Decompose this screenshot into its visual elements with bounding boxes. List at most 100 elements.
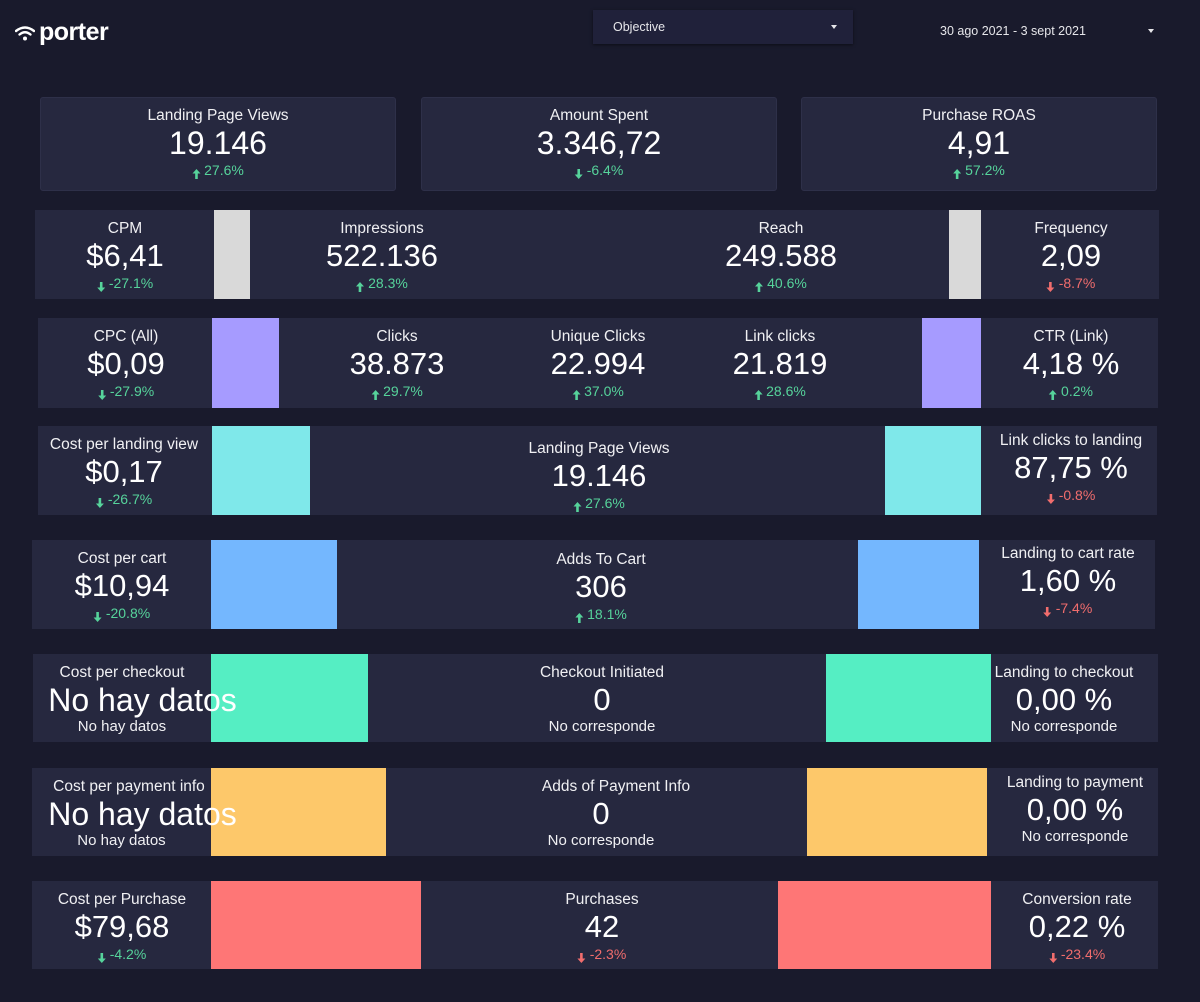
metric-label: Cost per Purchase: [57, 891, 187, 908]
metric-delta: No corresponde: [547, 832, 655, 849]
arrow-down-icon: [1046, 278, 1055, 292]
metric-value: 306: [575, 569, 627, 604]
metric-value: 2,09: [1040, 238, 1102, 273]
metric-value: 19.146: [169, 125, 267, 161]
metric-label: Cost per checkout: [59, 664, 185, 681]
metric-delta: No hay datos: [77, 718, 167, 735]
metric-cpm: CPM $6,41 -27.1%: [86, 219, 164, 292]
arrow-up-icon: [953, 165, 962, 179]
metric-label: Checkout Initiated: [539, 664, 665, 681]
logo-text: porter: [39, 18, 109, 46]
metric-label: Landing to checkout: [994, 664, 1134, 681]
date-range-label: 30 ago 2021 - 3 sept 2021: [940, 24, 1086, 38]
metric-label: Clicks: [376, 328, 418, 345]
arrow-down-icon: [97, 386, 106, 400]
metric-landing-page-views: Landing Page Views 19.146 27.6%: [147, 106, 289, 179]
metric-label: Purchase ROAS: [922, 107, 1036, 124]
metric-delta: -27.9%: [87, 382, 165, 400]
funnel-bar-right: [807, 768, 987, 856]
metric-delta: 29.7%: [350, 382, 445, 400]
metric-label: Unique Clicks: [550, 328, 646, 345]
metric-value: 42: [584, 909, 620, 944]
metric-landing-to-cart-rate: Landing to cart rate 1,60 % -7.4%: [1001, 544, 1135, 617]
metric-value: 21.819: [732, 346, 828, 381]
funnel-bar-right: [949, 210, 981, 299]
metric-landing-to-payment: Landing to payment 0,00 % No corresponde: [1007, 773, 1143, 846]
metric-label: Adds of Payment Info: [541, 778, 691, 795]
metric-delta: -4.2%: [58, 945, 186, 963]
funnel-row-impressions: [35, 210, 1159, 299]
metric-delta: 37.0%: [551, 382, 646, 400]
scorecard-amount-spent: [421, 97, 777, 191]
metric-label: Amount Spent: [549, 107, 649, 124]
metric-label: CPM: [107, 220, 143, 237]
metric-value: 0: [592, 796, 610, 831]
scorecard-landing-page-views: [40, 97, 396, 191]
metric-delta: No corresponde: [548, 718, 656, 735]
metric-label: CTR (Link): [1033, 328, 1109, 345]
metric-cost-per-payment-info: Cost per payment info No hay datos No ha…: [21, 777, 237, 850]
chevron-down-icon: [1148, 29, 1154, 33]
metric-delta: 28.3%: [326, 274, 438, 292]
arrow-up-icon: [356, 278, 365, 292]
metric-label: Impressions: [340, 220, 424, 237]
funnel-bar-left: [211, 654, 368, 742]
metric-value: 249.588: [724, 238, 838, 273]
objective-dropdown[interactable]: Objective: [593, 10, 853, 44]
metric-impressions: Impressions 522.136 28.3%: [326, 219, 438, 292]
funnel-bar-right: [885, 426, 981, 515]
metric-cost-per-cart: Cost per cart $10,94 -20.8%: [74, 549, 170, 622]
arrow-down-icon: [574, 165, 583, 179]
metric-cost-per-landing-view: Cost per landing view $0,17 -26.7%: [50, 435, 198, 508]
scorecard-purchase-roas: [801, 97, 1157, 191]
metric-label: Landing to cart rate: [1001, 545, 1135, 562]
arrow-up-icon: [754, 386, 763, 400]
metric-landing-to-checkout: Landing to checkout 0,00 % No correspond…: [995, 663, 1134, 736]
metric-delta: -2.3%: [565, 945, 638, 963]
metric-value: 4,91: [947, 125, 1011, 161]
metric-value: 0,22 %: [1028, 909, 1126, 944]
metric-delta: -6.4%: [537, 161, 662, 179]
metric-label: Conversion rate: [1022, 891, 1132, 908]
porter-logo[interactable]: porter: [15, 18, 109, 47]
metric-label: Link clicks to landing: [999, 432, 1143, 449]
metric-value: $0,09: [87, 346, 165, 381]
metric-delta: -23.4%: [1022, 945, 1131, 963]
metric-adds-to-cart: Adds To Cart 306 18.1%: [556, 550, 646, 623]
metric-delta: 40.6%: [725, 274, 837, 292]
metric-delta: -26.7%: [50, 490, 198, 508]
metric-delta: 0.2%: [1023, 382, 1120, 400]
metric-cost-per-checkout: Cost per checkout No hay datos No hay da…: [7, 663, 237, 736]
date-range-dropdown[interactable]: 30 ago 2021 - 3 sept 2021: [920, 14, 1170, 48]
metric-checkout-initiated: Checkout Initiated 0 No corresponde: [540, 663, 664, 736]
metric-delta: No hay datos: [77, 832, 166, 849]
metric-label: Landing Page Views: [147, 107, 289, 124]
metric-value: No hay datos: [48, 796, 237, 832]
metric-label: CPC (All): [93, 328, 159, 345]
metric-delta: 18.1%: [556, 605, 645, 623]
metric-unique-clicks: Unique Clicks 22.994 37.0%: [550, 327, 646, 400]
arrow-down-icon: [577, 949, 586, 963]
metric-cpc: CPC (All) $0,09 -27.9%: [87, 327, 165, 400]
metric-label: Adds To Cart: [556, 551, 646, 568]
metric-delta: -8.7%: [1034, 274, 1107, 292]
metric-delta: -0.8%: [1000, 486, 1142, 504]
arrow-up-icon: [573, 498, 582, 512]
funnel-bar-right: [922, 318, 981, 408]
metric-delta: -20.8%: [75, 604, 170, 622]
metric-label: Cost per payment info: [53, 778, 205, 795]
metric-purchase-roas: Purchase ROAS 4,91 57.2%: [922, 106, 1036, 179]
metric-label: Landing to payment: [1006, 774, 1144, 791]
arrow-up-icon: [371, 386, 380, 400]
funnel-bar-right: [778, 881, 991, 969]
metric-cost-per-purchase: Cost per Purchase $79,68 -4.2%: [58, 890, 186, 963]
arrow-up-icon: [575, 609, 584, 623]
metric-adds-of-payment-info: Adds of Payment Info 0 No corresponde: [542, 777, 690, 850]
metric-label: Cost per landing view: [49, 436, 199, 453]
metric-link-clicks-to-landing: Link clicks to landing 87,75 % -0.8%: [1000, 431, 1142, 504]
metric-value: $10,94: [74, 568, 170, 603]
metric-delta: 57.2%: [922, 161, 1036, 179]
funnel-bar-left: [212, 318, 279, 408]
objective-label: Objective: [613, 20, 666, 34]
metric-delta: 27.6%: [147, 161, 288, 179]
